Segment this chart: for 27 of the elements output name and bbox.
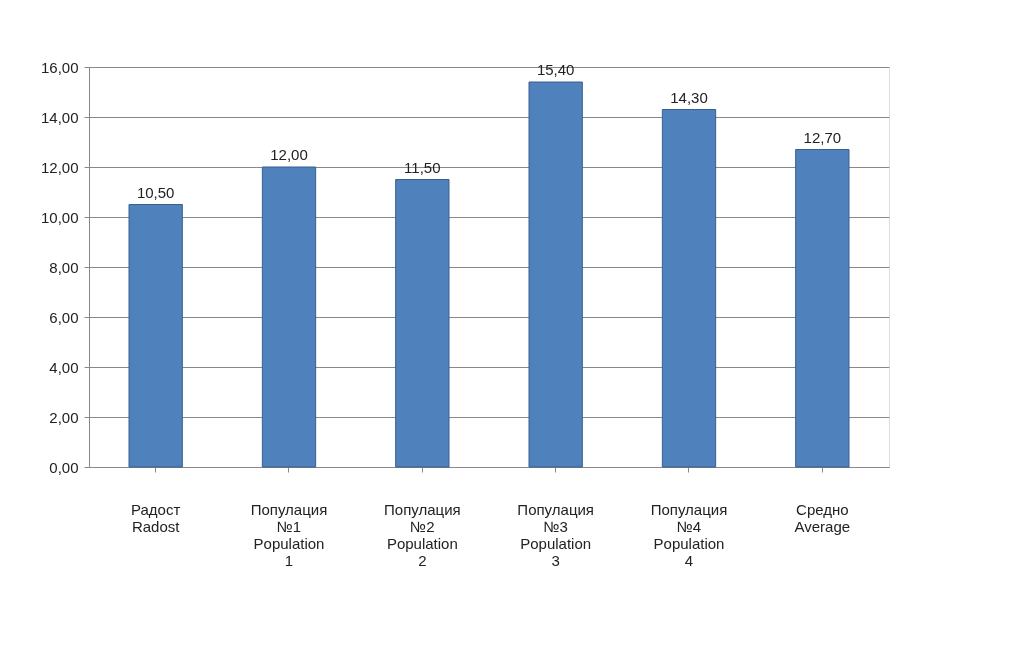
y-tick-label: 12,00 — [40, 158, 79, 176]
data-label: 10,50 — [136, 183, 175, 201]
x-tick-label: Популация №3 Population 3 — [517, 500, 594, 569]
data-label: 12,00 — [270, 146, 308, 163]
bar — [395, 179, 450, 468]
data-label: 11,50 — [404, 158, 441, 176]
bar — [795, 149, 850, 468]
y-tick-label: 4,00 — [49, 358, 79, 376]
x-tick-label: Радост Radost — [131, 500, 181, 535]
y-tick-label: 6,00 — [49, 308, 79, 326]
y-tick-label: 10,00 — [40, 208, 79, 226]
bar — [528, 81, 583, 468]
data-label: 12,70 — [803, 128, 842, 146]
x-tick-label: Популация №1 Population 1 — [250, 500, 328, 569]
y-tick-label: 16,00 — [40, 58, 79, 76]
bar — [661, 109, 717, 468]
x-tick-label: Средно Average — [794, 500, 851, 535]
y-tick-label: 2,00 — [49, 408, 79, 426]
data-label: 14,30 — [670, 88, 708, 106]
data-label: 15,40 — [536, 61, 575, 78]
y-tick-label: 14,00 — [40, 108, 79, 126]
bar — [261, 166, 317, 468]
y-tick-label: 0,00 — [49, 458, 79, 476]
y-tick-label: 8,00 — [49, 258, 79, 276]
x-tick-label: Популация №2 Population 2 — [384, 500, 461, 569]
bar — [128, 204, 183, 468]
x-tick-label: Популация №4 Population 4 — [650, 500, 728, 569]
